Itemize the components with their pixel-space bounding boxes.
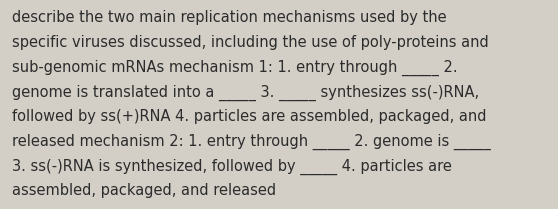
Text: describe the two main replication mechanisms used by the: describe the two main replication mechan… [12, 10, 447, 25]
Text: specific viruses discussed, including the use of poly-proteins and: specific viruses discussed, including th… [12, 35, 489, 50]
Text: genome is translated into a _____ 3. _____ synthesizes ss(-)RNA,: genome is translated into a _____ 3. ___… [12, 84, 479, 101]
Text: followed by ss(+)RNA 4. particles are assembled, packaged, and: followed by ss(+)RNA 4. particles are as… [12, 109, 487, 124]
Text: 3. ss(-)RNA is synthesized, followed by _____ 4. particles are: 3. ss(-)RNA is synthesized, followed by … [12, 158, 452, 175]
Text: released mechanism 2: 1. entry through _____ 2. genome is _____: released mechanism 2: 1. entry through _… [12, 134, 491, 150]
Text: sub-genomic mRNAs mechanism 1: 1. entry through _____ 2.: sub-genomic mRNAs mechanism 1: 1. entry … [12, 60, 458, 76]
Text: assembled, packaged, and released: assembled, packaged, and released [12, 183, 276, 198]
